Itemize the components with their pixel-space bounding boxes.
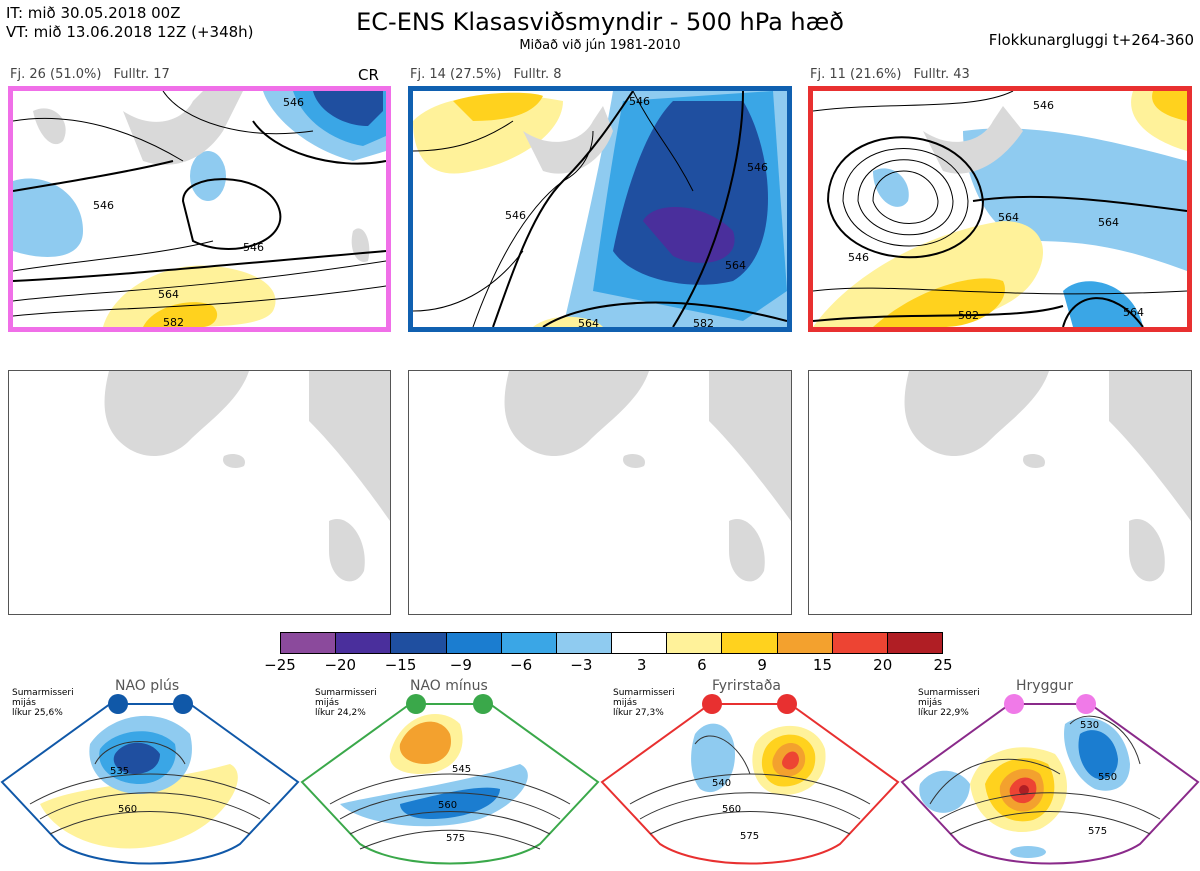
valid-time: VT: mið 13.06.2018 12Z (+348h)	[6, 23, 254, 41]
colorbar-swatch	[667, 633, 723, 653]
base-map-3	[808, 370, 1192, 615]
cluster-1-cr-tag: CR	[358, 66, 379, 84]
contour-label: 546	[283, 96, 304, 109]
colorbar-swatch	[887, 633, 943, 653]
contour-label: 560	[438, 800, 457, 811]
colorbar-swatch	[501, 633, 557, 653]
regime-info: Sumarmisseri mijás líkur 24,2%	[315, 688, 377, 718]
colorbar-tick-label: 25	[933, 656, 953, 674]
regime-info: Sumarmisseri mijás líkur 25,6%	[12, 688, 74, 718]
cluster-3-label: Fj. 11 (21.6%) Fulltr. 43	[810, 67, 982, 82]
forecast-times: IT: mið 30.05.2018 00Z VT: mið 13.06.201…	[6, 4, 254, 42]
colorbar-swatch	[336, 633, 392, 653]
cluster-1-count: Fj. 26 (51.0%)	[10, 67, 102, 82]
cluster-2-label: Fj. 14 (27.5%) Fulltr. 8	[410, 67, 574, 82]
contour-label: 582	[693, 317, 714, 327]
contour-label: 546	[93, 199, 114, 212]
regime-name: Hryggur	[1016, 678, 1073, 694]
regime-ridge: Sumarmisseri mijás líkur 22,9% Hryggur 530…	[900, 678, 1200, 871]
colorbar	[280, 632, 943, 654]
regime-marker	[702, 694, 722, 714]
regime-marker	[1004, 694, 1024, 714]
regime-marker	[173, 694, 193, 714]
cluster-2-rep: Fulltr. 8	[513, 67, 562, 82]
page-title: EC-ENS Klasasviðsmyndir - 500 hPa hæð	[356, 8, 844, 36]
classification-window: Flokkunargluggi t+264-360	[988, 31, 1194, 49]
colorbar-swatch	[446, 633, 502, 653]
contour-label: 582	[163, 316, 184, 327]
contour-label: 535	[110, 766, 129, 777]
contour-label: 546	[629, 95, 650, 108]
cluster-3-rep: Fulltr. 43	[913, 67, 970, 82]
regime-marker	[473, 694, 493, 714]
contour-label: 560	[118, 804, 137, 815]
contour-label: 575	[1088, 826, 1107, 837]
contour-label: 575	[446, 833, 465, 844]
regime-name: Fyrirstaða	[712, 678, 781, 694]
contour-label: 546	[505, 209, 526, 222]
regime-blocking: Sumarmisseri mijás líkur 27,3% Fyrirstaða …	[600, 678, 900, 871]
contour-label: 550	[1098, 772, 1117, 783]
colorbar-tick-label: 20	[873, 656, 893, 674]
colorbar-swatch	[777, 633, 833, 653]
page-subtitle: Miðað við jún 1981-2010	[519, 38, 681, 53]
colorbar-swatch	[612, 633, 668, 653]
contour-label: 560	[722, 804, 741, 815]
base-map-1	[8, 370, 391, 615]
base-map-2	[408, 370, 792, 615]
colorbar-tick-label: −25	[264, 656, 296, 674]
contour-label: 546	[243, 241, 264, 254]
colorbar-swatch	[391, 633, 447, 653]
regime-nao-plus: Sumarmisseri mijás líkur 25,6% NAO plús 53…	[0, 678, 300, 871]
contour-label: 540	[712, 778, 731, 789]
colorbar-tick-label: −3	[570, 656, 593, 674]
cluster-2-map: 546 546 546 564 564 582	[408, 86, 792, 332]
cluster-3-map: 546 564 564 582 564 546	[808, 86, 1192, 332]
cluster-3-count: Fj. 11 (21.6%)	[810, 67, 902, 82]
contour-label: 546	[747, 161, 768, 174]
contour-label: 564	[725, 259, 746, 272]
contour-label: 564	[1123, 306, 1144, 319]
cluster-1-rep: Fulltr. 17	[113, 67, 170, 82]
regime-marker	[777, 694, 797, 714]
contour-label: 564	[998, 211, 1019, 224]
regime-info: Sumarmisseri mijás líkur 27,3%	[613, 688, 675, 718]
contour-label: 530	[1080, 720, 1099, 731]
colorbar-tick-label: 3	[636, 656, 647, 674]
contour-label: 564	[158, 288, 179, 301]
contour-label: 582	[958, 309, 979, 322]
cluster-2-count: Fj. 14 (27.5%)	[410, 67, 502, 82]
colorbar-tick-label: 9	[757, 656, 767, 674]
colorbar-tick-label: 6	[697, 656, 707, 674]
regime-marker	[1076, 694, 1096, 714]
colorbar-tick-label: −9	[449, 656, 472, 674]
contour-label: 564	[1098, 216, 1119, 229]
contour-label: 546	[848, 251, 869, 264]
colorbar-swatch	[281, 633, 337, 653]
contour-label: 545	[452, 764, 471, 775]
colorbar-swatch	[722, 633, 778, 653]
regime-name: NAO plús	[115, 678, 180, 694]
regime-nao-minus: Sumarmisseri mijás líkur 24,2% NAO mínus 5…	[300, 678, 600, 871]
contour-label: 575	[740, 831, 759, 842]
colorbar-tick-label: −6	[510, 656, 533, 674]
regime-marker	[108, 694, 128, 714]
colorbar-swatch	[556, 633, 613, 653]
colorbar-tick-label: −15	[384, 656, 417, 674]
regime-name: NAO mínus	[410, 678, 488, 694]
colorbar-tick-label: 15	[812, 656, 832, 674]
cluster-1-label: Fj. 26 (51.0%) Fulltr. 17	[10, 67, 182, 82]
cluster-1-map: 546 546 564 582 546	[8, 86, 391, 332]
regime-info: Sumarmisseri mijás líkur 22,9%	[918, 688, 980, 718]
colorbar-swatch	[832, 633, 888, 653]
contour-label: 546	[1033, 99, 1054, 112]
contour-label: 564	[578, 317, 599, 327]
regime-marker	[406, 694, 426, 714]
initial-time: IT: mið 30.05.2018 00Z	[6, 4, 181, 22]
colorbar-tick-label: −20	[324, 656, 357, 674]
